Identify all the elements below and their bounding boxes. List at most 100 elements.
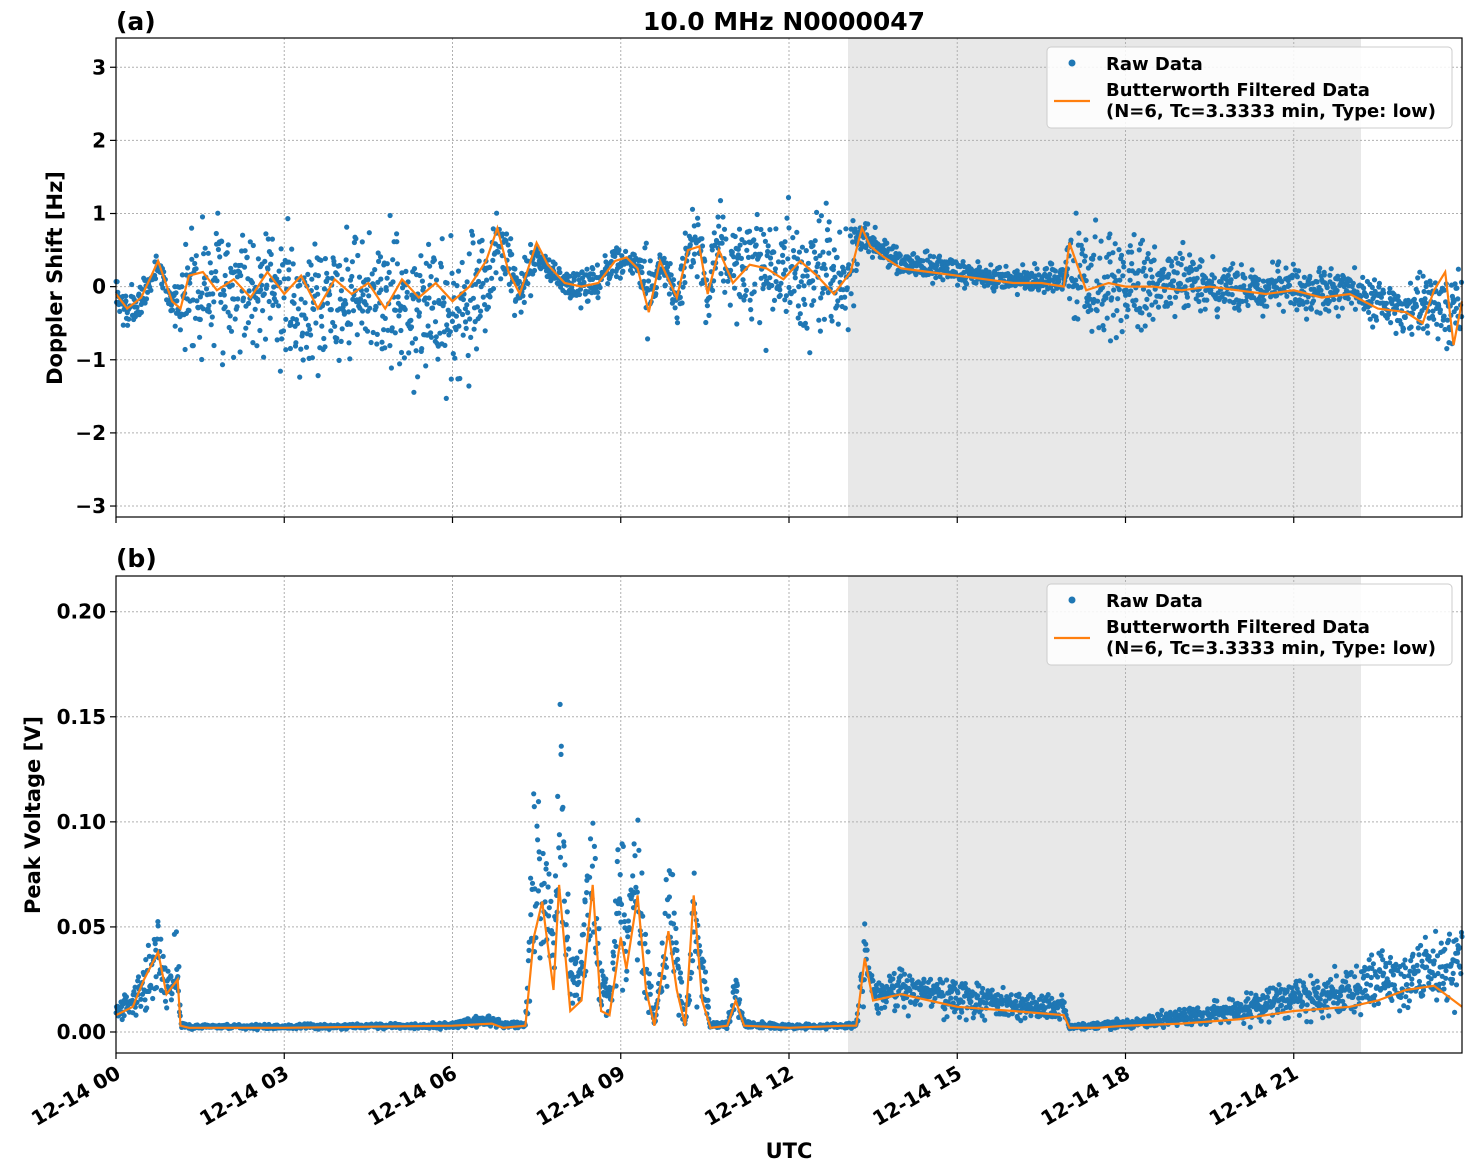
raw-point	[590, 271, 596, 277]
raw-point	[1179, 255, 1185, 262]
raw-point	[449, 270, 455, 276]
raw-point	[594, 262, 601, 268]
raw-point	[367, 305, 373, 311]
raw-point	[456, 323, 462, 329]
raw-point	[1182, 284, 1188, 290]
raw-point	[1144, 255, 1150, 262]
raw-point	[832, 274, 838, 280]
y-tick-label: 0	[92, 275, 106, 299]
raw-point	[842, 305, 848, 311]
raw-point	[1177, 250, 1183, 256]
raw-point	[1161, 266, 1167, 272]
raw-point	[869, 254, 876, 260]
raw-point	[123, 298, 129, 304]
raw-point	[1157, 1012, 1164, 1018]
raw-point	[265, 236, 271, 242]
raw-point	[264, 282, 270, 288]
raw-point	[406, 350, 412, 356]
raw-point	[1304, 1002, 1310, 1008]
raw-point	[1142, 323, 1148, 329]
raw-point	[636, 847, 642, 853]
raw-point	[801, 296, 807, 302]
raw-point	[710, 287, 716, 293]
raw-point	[826, 250, 832, 256]
raw-point	[1289, 272, 1295, 278]
raw-point	[1103, 295, 1109, 301]
raw-point	[834, 254, 840, 260]
raw-point	[1098, 238, 1104, 244]
raw-point	[1308, 973, 1314, 979]
raw-point	[321, 335, 327, 342]
raw-point	[602, 253, 608, 259]
raw-point	[114, 279, 120, 285]
raw-point	[617, 872, 623, 878]
raw-point	[1373, 317, 1380, 323]
raw-point	[1211, 275, 1217, 281]
raw-point	[557, 269, 563, 276]
raw-point	[804, 273, 810, 279]
raw-point	[324, 270, 330, 276]
raw-point	[792, 270, 798, 276]
raw-point	[1141, 259, 1147, 265]
raw-point	[1247, 1024, 1253, 1030]
raw-point	[177, 327, 183, 333]
raw-point	[1276, 302, 1282, 308]
raw-point	[817, 253, 823, 259]
raw-point	[635, 817, 641, 823]
raw-point	[634, 957, 641, 963]
raw-point	[722, 289, 728, 295]
raw-point	[309, 276, 315, 282]
raw-point	[298, 346, 304, 352]
raw-point	[720, 278, 727, 284]
raw-point	[426, 295, 432, 301]
raw-point	[751, 237, 757, 243]
raw-point	[1056, 277, 1062, 283]
raw-point	[823, 272, 830, 278]
raw-point	[1039, 993, 1045, 999]
raw-point	[725, 278, 731, 284]
raw-point	[502, 271, 508, 277]
raw-point	[447, 329, 453, 335]
raw-point	[1225, 272, 1231, 278]
raw-point	[347, 321, 354, 327]
raw-point	[1303, 306, 1309, 312]
raw-point	[1088, 307, 1094, 313]
raw-point	[616, 910, 622, 916]
raw-point	[153, 253, 159, 259]
raw-point	[208, 270, 214, 276]
raw-point	[791, 288, 797, 294]
raw-point	[828, 313, 834, 319]
raw-point	[872, 224, 878, 230]
raw-point	[1149, 274, 1155, 280]
raw-point	[182, 346, 188, 353]
raw-point	[975, 259, 981, 265]
raw-point	[663, 877, 669, 883]
raw-point	[249, 313, 255, 319]
raw-point	[303, 316, 309, 322]
raw-point	[1370, 324, 1376, 330]
raw-point	[1104, 274, 1111, 280]
raw-point	[1150, 316, 1156, 322]
panel-b: 0.000.050.100.150.20 12-14 00 12-14 03 12-…	[21, 544, 1465, 1131]
raw-point	[904, 978, 910, 984]
raw-point	[770, 306, 776, 312]
raw-point	[258, 273, 264, 279]
raw-point	[1110, 312, 1116, 318]
raw-point	[1116, 287, 1122, 293]
raw-point	[690, 259, 697, 265]
raw-point	[369, 271, 375, 277]
raw-point	[199, 214, 206, 220]
raw-point	[456, 308, 462, 314]
raw-point	[795, 315, 801, 321]
raw-point	[186, 307, 192, 314]
raw-point	[674, 320, 681, 326]
raw-point	[611, 953, 617, 959]
raw-point	[674, 315, 680, 321]
y-tick-label: −1	[75, 348, 106, 372]
raw-point	[226, 324, 232, 331]
raw-point	[799, 244, 806, 250]
raw-point	[727, 302, 733, 308]
raw-point	[1245, 302, 1251, 309]
raw-point	[1049, 995, 1055, 1001]
